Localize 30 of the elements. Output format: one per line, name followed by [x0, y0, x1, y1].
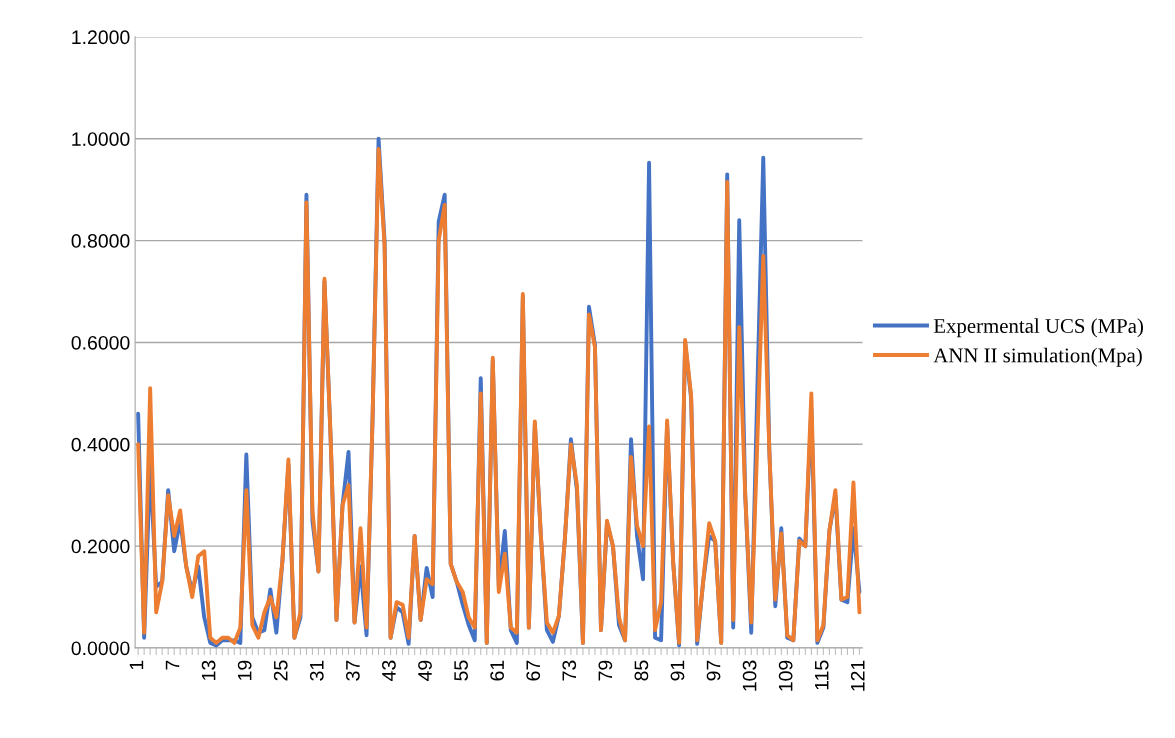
x-tick-label: 97	[706, 660, 721, 681]
x-tick-label: 7	[165, 660, 180, 670]
x-tick-label: 121	[850, 660, 865, 691]
legend-label: ANN II simulation(Mpa)	[933, 347, 1142, 367]
x-tick-label: 1	[129, 660, 144, 670]
y-tick-label: 1.2000	[72, 30, 130, 45]
x-tick-label: 13	[201, 660, 216, 680]
y-tick-label: 0.2000	[71, 539, 130, 554]
x-tick-label: 79	[598, 660, 613, 681]
y-tick-label: 0.4000	[71, 437, 130, 452]
x-tick-label: 73	[562, 660, 577, 681]
x-tick-label: 61	[490, 660, 505, 681]
x-tick-label: 19	[237, 660, 252, 680]
x-tick-label: 67	[526, 660, 541, 681]
x-tick-label: 85	[634, 660, 649, 681]
x-tick-label: 115	[815, 660, 829, 690]
x-tick-label: 49	[418, 660, 432, 681]
y-tick-label: 0.0000	[71, 641, 130, 656]
y-tick-label: 1.0000	[72, 132, 130, 146]
y-tick-label: 0.8000	[71, 234, 130, 248]
legend-label: Expermental UCS (MPa)	[933, 318, 1143, 338]
x-tick-label: 31	[309, 660, 324, 681]
x-tick-label: 37	[345, 660, 360, 681]
y-tick-label: 0.6000	[71, 335, 130, 350]
x-tick-label: 43	[382, 660, 396, 681]
x-tick-label: 55	[454, 660, 468, 681]
x-tick-label: 103	[742, 660, 757, 691]
x-tick-label: 91	[670, 660, 685, 681]
x-tick-label: 25	[273, 660, 288, 681]
x-tick-label: 109	[778, 660, 793, 691]
